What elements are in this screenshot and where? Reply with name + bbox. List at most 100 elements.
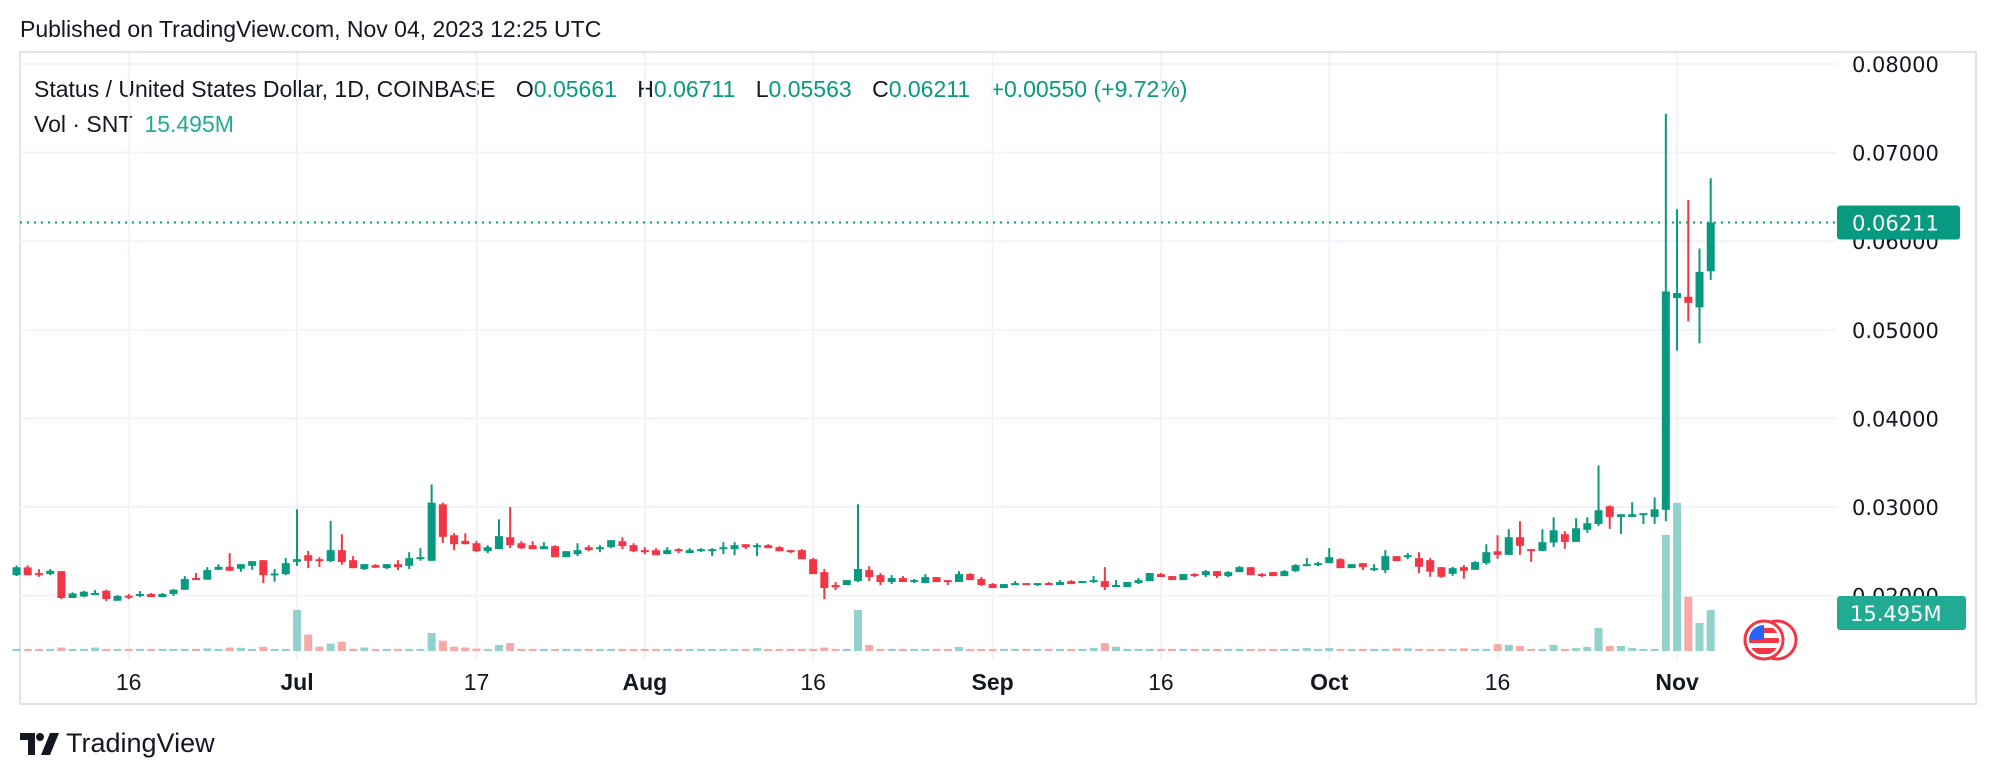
volume-bar <box>652 648 661 651</box>
volume-bar <box>1168 648 1177 651</box>
open-value: 0.05661 <box>533 76 617 102</box>
volume-bar <box>1381 648 1390 651</box>
candle-body <box>1044 583 1053 586</box>
candle-body <box>1549 530 1558 543</box>
time-axis[interactable]: 16 Jul 17 Aug 16 Sep 16 Oct 16 Nov <box>116 669 1699 695</box>
candle-body <box>371 565 380 568</box>
volume-bar <box>1515 645 1524 651</box>
volume-bar <box>483 648 492 651</box>
volume-bar <box>842 648 851 651</box>
volume-bar <box>629 648 638 651</box>
candle-body <box>1493 551 1502 555</box>
volume-bar <box>12 648 21 651</box>
candle-body <box>1269 572 1278 577</box>
volume-bar <box>1123 648 1132 651</box>
candle-body <box>988 584 997 589</box>
candle-body <box>1280 571 1289 577</box>
volume-bar <box>618 648 627 651</box>
volume-value: 15.495M <box>144 111 234 137</box>
volume-bar <box>1156 648 1165 651</box>
volume-bar <box>988 648 997 651</box>
high-value: 0.06711 <box>653 76 736 102</box>
volume-bar <box>1504 644 1513 651</box>
volume-badge-bg <box>1837 596 1966 630</box>
time-tick-label: 17 <box>464 669 490 695</box>
candle-body <box>1011 583 1020 586</box>
candle-body <box>1123 582 1132 588</box>
candle-body <box>506 537 515 546</box>
volume-bar <box>1594 627 1603 651</box>
candle-body <box>135 594 144 597</box>
tradingview-logo[interactable]: TradingView <box>20 728 215 759</box>
volume-bar <box>225 647 234 651</box>
candle-body <box>629 545 638 552</box>
candle-body <box>1213 571 1222 577</box>
volume-bar <box>494 644 503 651</box>
volume-bar <box>371 648 380 651</box>
candle-body <box>898 578 907 583</box>
volume-bar <box>1145 648 1154 651</box>
candle-body <box>192 578 201 581</box>
candle-body <box>528 545 537 550</box>
candle-body <box>797 550 806 560</box>
tradingview-logo-icon <box>20 732 59 755</box>
candle-body <box>1358 563 1367 568</box>
volume-bar <box>1673 502 1682 651</box>
candle-body <box>304 555 313 561</box>
candle-body <box>954 574 963 583</box>
last-price-badge-bg <box>1837 205 1960 240</box>
candle-body <box>1583 523 1592 530</box>
close-value: 0.06211 <box>888 76 971 102</box>
price-tick-label: 0.08000 <box>1852 53 1939 77</box>
volume-bar <box>46 648 55 651</box>
time-tick-label: 16 <box>1148 669 1174 695</box>
volume-bar <box>293 609 301 651</box>
volume-bar <box>797 648 806 651</box>
volume-bar <box>169 648 178 651</box>
candle-body <box>1257 574 1266 577</box>
symbol-legend: Status / United States Dollar, 1D, COINB… <box>34 76 1187 103</box>
candle-body <box>1459 567 1468 571</box>
candle-body <box>315 559 324 562</box>
volume-label: Vol · SNT <box>34 111 133 137</box>
volume-bar <box>1067 648 1076 651</box>
volume-bar <box>1269 648 1278 651</box>
time-tick-label: 16 <box>116 669 142 695</box>
candle-body <box>46 570 55 575</box>
candle-body <box>91 593 100 596</box>
volume-bar <box>1370 648 1379 651</box>
volume-bar <box>203 648 212 651</box>
candle-body <box>79 591 88 597</box>
volume-bar <box>562 648 571 651</box>
price-tick-label: 0.07000 <box>1852 142 1939 166</box>
candle-body <box>1033 583 1042 586</box>
candle-body <box>764 545 773 549</box>
volume-bar <box>1201 648 1210 651</box>
time-tick-label: Oct <box>1310 669 1349 695</box>
candle-body <box>1560 534 1569 542</box>
candle-body <box>539 546 548 550</box>
volume-bar <box>1134 648 1143 651</box>
volume-bar <box>1448 648 1457 651</box>
chart-frame <box>19 51 1977 705</box>
candle-body <box>708 549 717 552</box>
currency-icon[interactable] <box>1743 619 1798 661</box>
candle-body <box>1246 567 1255 576</box>
time-tick-label: Aug <box>622 669 667 695</box>
candle-body <box>551 546 560 558</box>
volume-bar <box>663 648 672 651</box>
candle-body <box>1302 564 1311 567</box>
candle-body <box>1616 514 1625 517</box>
volume-bar <box>528 648 537 651</box>
volume-bar <box>1471 648 1480 651</box>
candle-body <box>1314 563 1323 566</box>
volume-bar <box>595 648 604 651</box>
volume-bar <box>1314 648 1323 651</box>
candle-body <box>270 573 279 576</box>
price-axis[interactable]: 0.080000.070000.060000.050000.040000.030… <box>1852 53 1939 609</box>
volume-bar <box>1628 648 1637 651</box>
volume-badge-text: 15.495M <box>1850 602 1942 626</box>
volume-bar <box>461 647 470 651</box>
volume-bar <box>113 648 122 651</box>
